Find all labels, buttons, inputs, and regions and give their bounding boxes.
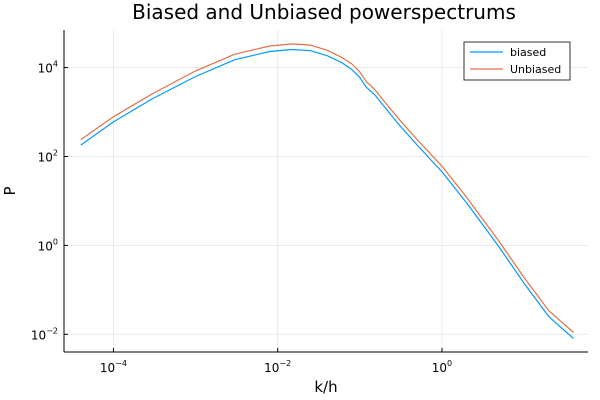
y-tick-label-2-exponent: 2 bbox=[53, 148, 58, 157]
series-line-biased bbox=[80, 48, 574, 340]
legend-label-unbiased: Unbiased bbox=[510, 63, 561, 76]
y-tick-label-3-base: 10 bbox=[38, 62, 53, 76]
x-tick-label-0-base: 10 bbox=[100, 361, 115, 375]
y-axis-label: P bbox=[1, 186, 19, 195]
y-tick-label-1-exponent: 0 bbox=[53, 237, 58, 246]
x-tick-label-0-exponent: −4 bbox=[115, 359, 127, 368]
series-layer bbox=[80, 43, 574, 340]
x-tick-label-2-base: 10 bbox=[432, 361, 447, 375]
y-tick-label-2: 102 bbox=[38, 148, 58, 164]
x-axis-label: k/h bbox=[314, 378, 337, 396]
x-tick-label-0: 10−4 bbox=[100, 359, 127, 375]
x-tick-label-2-exponent: 0 bbox=[447, 359, 452, 368]
y-tick-label-3-exponent: 4 bbox=[53, 60, 58, 69]
x-tick-label-1-base: 10 bbox=[264, 361, 279, 375]
x-tick-label-2: 100 bbox=[432, 359, 452, 375]
legend-box bbox=[463, 41, 571, 81]
y-tick-label-2-base: 10 bbox=[38, 150, 53, 164]
series-line-unbiased bbox=[80, 43, 574, 333]
y-tick-label-1: 100 bbox=[38, 237, 58, 253]
x-tick-label-1-exponent: −2 bbox=[279, 359, 291, 368]
y-tick-label-0: 10−2 bbox=[31, 326, 58, 342]
y-tick-label-3: 104 bbox=[38, 60, 58, 76]
y-tick-label-0-exponent: −2 bbox=[46, 326, 58, 335]
x-ticks: 10−4 10−2 100 bbox=[100, 348, 452, 375]
chart-title: Biased and Unbiased powerspectrums bbox=[132, 0, 516, 24]
y-tick-label-0-base: 10 bbox=[31, 328, 46, 342]
legend: biased Unbiased bbox=[463, 41, 571, 81]
x-tick-label-1: 10−2 bbox=[264, 359, 291, 375]
legend-label-biased: biased bbox=[510, 46, 546, 59]
grid bbox=[64, 30, 588, 352]
y-tick-label-1-base: 10 bbox=[38, 239, 53, 253]
